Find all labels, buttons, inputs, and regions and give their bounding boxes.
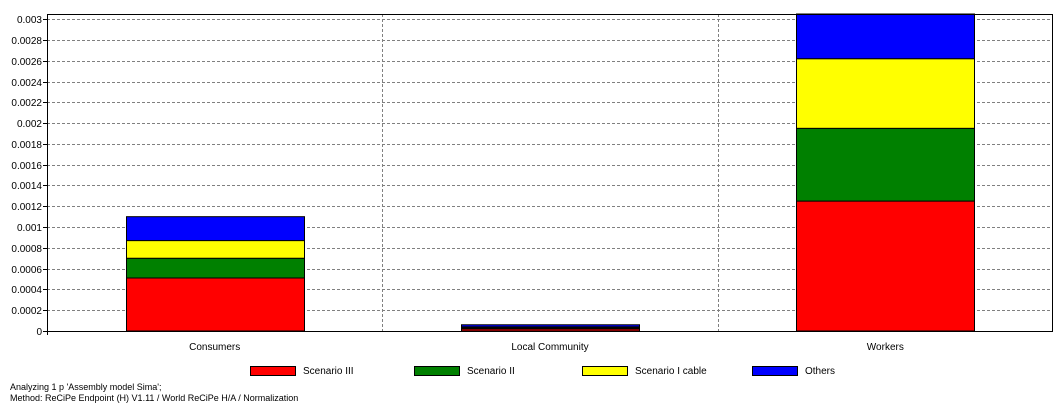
footer-info: Analyzing 1 p 'Assembly model Sima'; Met… [10, 382, 298, 404]
bar-segment [126, 216, 305, 242]
y-tick-label: 0.0008 [11, 244, 42, 255]
y-tick-label: 0.0026 [11, 57, 42, 68]
legend-label: Others [805, 366, 835, 377]
legend-label: Scenario II [467, 366, 515, 377]
legend-label: Scenario III [303, 366, 354, 377]
y-tick-label: 0.0012 [11, 202, 42, 213]
analysis-description: Analyzing 1 p 'Assembly model Sima'; [10, 382, 162, 392]
bar-segment [796, 13, 975, 60]
y-tick-label: 0.0024 [11, 78, 42, 89]
y-tick-label: 0.003 [17, 15, 42, 26]
bar-segment [126, 277, 305, 332]
bar-segment [126, 257, 305, 279]
y-tick-label: 0.0004 [11, 285, 42, 296]
method-description: Method: ReCiPe Endpoint (H) V1.11 / Worl… [10, 393, 299, 403]
y-tick-label: 0.0022 [11, 98, 42, 109]
y-tick-label: 0.0014 [11, 181, 42, 192]
x-category-label: Local Community [511, 342, 588, 353]
y-tick-label: 0 [36, 327, 42, 338]
legend-label: Scenario I cable [635, 366, 707, 377]
y-tick-label: 0.001 [17, 223, 42, 234]
y-tick-label: 0.0002 [11, 306, 42, 317]
y-tick-label: 0.0028 [11, 36, 42, 47]
x-category-label: Consumers [189, 342, 240, 353]
legend: Scenario III Scenario II Scenario I cable O… [250, 366, 835, 377]
bar-segment [126, 240, 305, 259]
bar-segment [796, 58, 975, 129]
legend-swatch [414, 366, 460, 376]
legend-swatch [582, 366, 628, 376]
bar-segment [461, 324, 640, 328]
axes: 0 0.0002 0.0004 0.0006 0.0008 0.001 0.0012 0.00… [11, 14, 1053, 353]
y-tick-label: 0.0018 [11, 140, 42, 151]
x-category-label: Workers [867, 342, 904, 353]
legend-swatch [752, 366, 798, 376]
y-tick-label: 0.002 [17, 119, 42, 130]
y-tick-label: 0.0006 [11, 265, 42, 276]
bar-segment [796, 127, 975, 202]
bar-segment [796, 200, 975, 332]
bars [126, 13, 975, 332]
y-tick-label: 0.0016 [11, 161, 42, 172]
chart: 0 0.0002 0.0004 0.0006 0.0008 0.001 0.0012 0.00… [11, 13, 1053, 377]
legend-swatch [250, 366, 296, 376]
